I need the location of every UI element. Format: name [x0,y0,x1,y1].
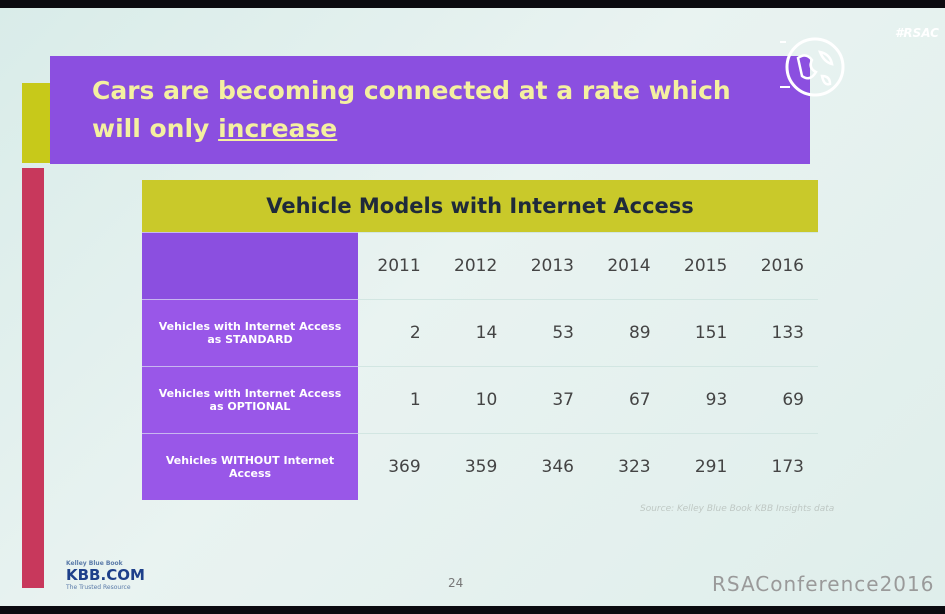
cell: 37 [511,367,588,434]
title-emphasis: increase [218,114,337,143]
page-number: 24 [448,576,463,590]
cell: 1 [358,367,435,434]
source-note: Source: Kelley Blue Book KBB Insights da… [640,504,834,514]
cell: 133 [741,300,818,367]
cell: 346 [511,434,588,501]
row-label: Vehicles with Internet Access as STANDAR… [142,300,358,367]
row-label: Vehicles WITHOUT Internet Access [142,434,358,501]
cell: 53 [511,300,588,367]
globe-icon [780,32,850,102]
title-text: Cars are becoming connected at a rate wh… [92,76,731,143]
cell: 89 [588,300,665,367]
cell: 10 [435,367,512,434]
hashtag: #RSAC [895,26,939,40]
cell: 67 [588,367,665,434]
cell: 151 [665,300,742,367]
accent-red [22,168,44,588]
column-header: 2012 [435,233,512,300]
page: {"header": {"title": "Cars are becoming … [0,0,945,614]
cell: 93 [665,367,742,434]
cell: 2 [358,300,435,367]
slide: Cars are becoming connected at a rate wh… [0,8,945,606]
logo: KBB.COM [66,566,145,584]
column-header: 2013 [511,233,588,300]
table-row: Vehicles with Internet Access as STANDAR… [142,300,818,367]
table-title: Vehicle Models with Internet Access [142,180,818,232]
row-label: Vehicles with Internet Access as OPTIONA… [142,367,358,434]
column-header: 2016 [741,233,818,300]
column-header: 2015 [665,233,742,300]
cell: 323 [588,434,665,501]
header-corner [142,233,358,300]
cell: 173 [741,434,818,501]
cell: 69 [741,367,818,434]
column-header: 2011 [358,233,435,300]
table-row: Vehicles with Internet Access as OPTIONA… [142,367,818,434]
cell: 14 [435,300,512,367]
cell: 291 [665,434,742,501]
conference-logo: RSAConference2016 [712,572,934,596]
cell: 369 [358,434,435,501]
slide-title: Cars are becoming connected at a rate wh… [92,72,752,148]
column-header: 2014 [588,233,665,300]
logo-tagline: The Trusted Resource [66,584,131,591]
cell: 359 [435,434,512,501]
accent-yellow [22,83,50,163]
